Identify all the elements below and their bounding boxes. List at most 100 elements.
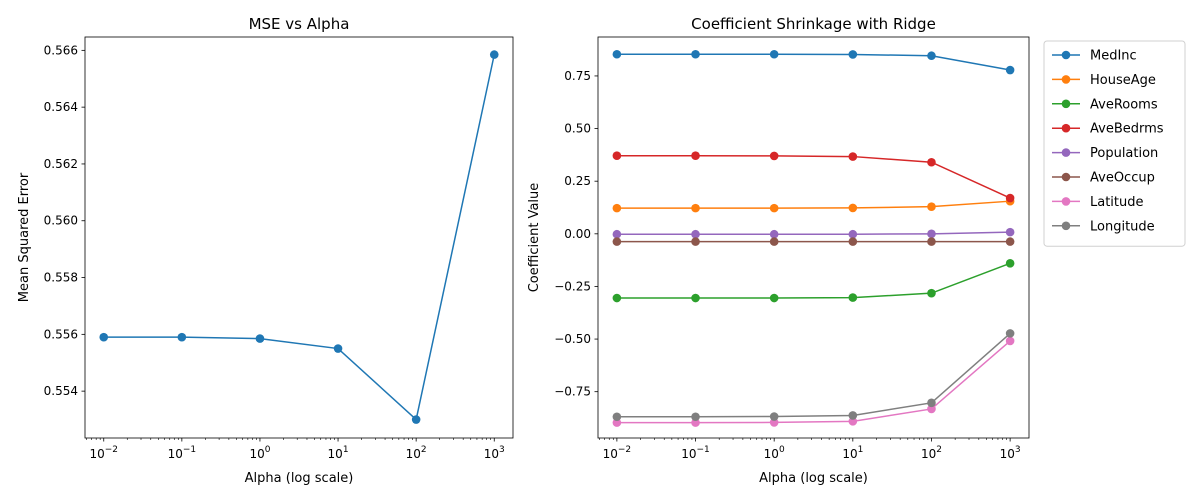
- x-tick-exponent: −2: [105, 445, 118, 455]
- y-tick-label: 0.562: [44, 157, 78, 171]
- data-point: [1005, 65, 1015, 75]
- legend-marker: [1061, 99, 1071, 109]
- data-point: [612, 151, 622, 161]
- y-axis-label: Mean Squared Error: [17, 172, 32, 302]
- x-tick-exponent: −1: [697, 445, 710, 455]
- data-point: [612, 237, 622, 246]
- data-point: [927, 398, 936, 408]
- x-tick-label: 10−2: [603, 445, 632, 461]
- y-tick-label: 0.560: [44, 214, 78, 228]
- x-tick-base: 10: [249, 447, 264, 461]
- x-tick-label: 103: [484, 445, 505, 461]
- legend: MedInc HouseAge AveRooms AveBedrms Populatio…: [1043, 40, 1186, 247]
- y-tick-label: 0.25: [564, 174, 591, 188]
- x-tick-label: 10−2: [89, 445, 118, 461]
- series-line-medinc: [616, 53, 1011, 71]
- data-point: [927, 202, 936, 211]
- y-tick-label: 0.558: [44, 271, 78, 285]
- data-point: [612, 49, 622, 59]
- y-tick-label: 0.00: [564, 227, 591, 241]
- y-tick-label: 0.50: [564, 122, 591, 136]
- series-line-0: [103, 54, 495, 421]
- x-tick-exponent: −1: [183, 445, 196, 455]
- data-point: [769, 293, 779, 303]
- y-tick-label: 0.564: [44, 100, 78, 114]
- x-tick-label: 10−1: [681, 445, 710, 461]
- data-point: [177, 332, 187, 342]
- series-line-houseage: [616, 200, 1011, 209]
- x-tick-base: 10: [328, 447, 343, 461]
- data-point: [1005, 193, 1015, 203]
- x-tick-label: 101: [328, 445, 349, 461]
- data-point: [691, 418, 700, 427]
- legend-label-houseage: HouseAge: [1090, 73, 1156, 88]
- legend-marker: [1061, 221, 1071, 231]
- data-point: [927, 404, 936, 414]
- data-point: [255, 334, 265, 343]
- data-point: [769, 151, 779, 161]
- data-point: [927, 229, 936, 239]
- data-point: [691, 293, 700, 303]
- x-tick-label: 101: [842, 445, 863, 461]
- data-point: [333, 344, 343, 353]
- data-point: [848, 50, 858, 59]
- legend-marker: [1061, 75, 1071, 84]
- x-tick-exponent: −2: [618, 445, 631, 455]
- data-point: [691, 203, 700, 213]
- data-point: [927, 157, 936, 167]
- x-tick-base: 10: [1000, 447, 1015, 461]
- data-point: [612, 203, 622, 213]
- data-point: [848, 411, 858, 420]
- data-point: [927, 288, 936, 298]
- legend-marker: [1061, 50, 1071, 60]
- y-axis-label: Coefficient Value: [527, 183, 542, 293]
- data-point: [1005, 227, 1015, 237]
- x-tick-exponent: 0: [265, 445, 271, 455]
- plot-frame: [597, 36, 1030, 439]
- legend-label-longitude: Longitude: [1090, 219, 1155, 234]
- y-tick-label: −0.25: [554, 279, 591, 293]
- legend-marker: [1061, 172, 1071, 182]
- data-point: [411, 415, 421, 424]
- data-point: [769, 49, 779, 59]
- x-tick-label: 100: [249, 445, 270, 461]
- data-point: [927, 51, 936, 61]
- y-tick-label: 0.75: [564, 69, 591, 83]
- legend-marker: [1061, 148, 1071, 157]
- x-tick-base: 10: [764, 447, 779, 461]
- y-tick-label: 0.556: [44, 327, 78, 341]
- x-tick-base: 10: [842, 447, 857, 461]
- data-point: [691, 49, 700, 59]
- data-point: [769, 203, 779, 213]
- x-axis-label: Alpha (log scale): [245, 471, 354, 486]
- data-point: [691, 412, 700, 422]
- series-line-avebedrms: [616, 154, 1011, 199]
- data-point: [99, 332, 109, 342]
- x-tick-base: 10: [484, 447, 499, 461]
- x-tick-exponent: 0: [779, 445, 785, 455]
- chart-title: MSE vs Alpha: [249, 15, 350, 33]
- data-point: [612, 418, 622, 427]
- series-line-population: [616, 231, 1011, 235]
- series-line-longitude: [616, 332, 1011, 418]
- data-point: [691, 151, 700, 161]
- x-tick-label: 102: [921, 445, 942, 461]
- legend-label-population: Population: [1090, 146, 1158, 161]
- y-tick-label: 0.554: [44, 384, 78, 398]
- data-point: [848, 417, 858, 426]
- x-tick-label: 100: [764, 445, 785, 461]
- legend-label-latitude: Latitude: [1090, 195, 1144, 210]
- series-line-averooms: [616, 262, 1011, 299]
- data-point: [612, 412, 622, 422]
- data-point: [1005, 258, 1015, 268]
- legend-label-medinc: MedInc: [1090, 49, 1137, 64]
- data-point: [769, 237, 779, 246]
- x-tick-exponent: 3: [499, 445, 505, 455]
- data-point: [612, 293, 622, 303]
- data-point: [691, 237, 700, 246]
- x-tick-base: 10: [89, 447, 104, 461]
- data-point: [848, 152, 858, 161]
- y-tick-label: 0.566: [44, 43, 78, 57]
